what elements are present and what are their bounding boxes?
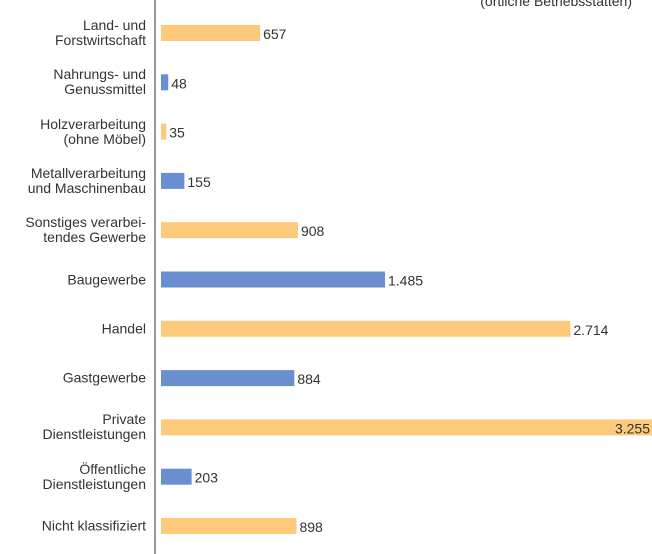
value-label: 657 bbox=[263, 26, 287, 42]
category-label: Gastgewerbe bbox=[62, 369, 146, 386]
bar bbox=[161, 419, 652, 436]
bar bbox=[161, 271, 386, 288]
subtitle: (örtliche Betriebsstätten) bbox=[480, 0, 632, 9]
bar bbox=[161, 74, 169, 91]
bar bbox=[161, 222, 298, 239]
bar bbox=[161, 123, 167, 140]
value-label: 908 bbox=[301, 223, 325, 239]
value-label: 3.255 bbox=[615, 420, 650, 436]
category-label: Holzverarbeitung (ohne Möbel) bbox=[40, 115, 146, 147]
bar bbox=[161, 518, 297, 534]
value-label: 48 bbox=[171, 75, 187, 91]
category-label: Nahrungs- und Genussmittel bbox=[53, 66, 146, 98]
category-label: Metallverarbeitung und Maschinenbau bbox=[27, 164, 146, 196]
bar bbox=[161, 172, 185, 189]
category-label: Nicht klassifiziert bbox=[41, 517, 146, 534]
value-label: 1.485 bbox=[388, 273, 423, 289]
bar bbox=[161, 370, 295, 387]
value-label: 203 bbox=[195, 470, 219, 486]
value-label: 898 bbox=[299, 519, 323, 535]
category-label: Private Dienstleistungen bbox=[42, 411, 146, 443]
bar bbox=[161, 468, 192, 485]
value-label: 884 bbox=[297, 371, 321, 387]
category-label: Baugewerbe bbox=[67, 271, 146, 287]
value-label: 155 bbox=[187, 174, 211, 190]
category-label: Handel bbox=[101, 320, 146, 337]
category-label: Öffentliche Dienstleistungen bbox=[42, 460, 146, 492]
category-label: Land- und Forstwirtschaft bbox=[54, 17, 146, 48]
value-label: 2.714 bbox=[573, 322, 608, 338]
value-label: 35 bbox=[169, 125, 185, 141]
bar bbox=[161, 320, 571, 337]
bar bbox=[161, 25, 261, 41]
category-label: Sonstiges verarbei- tendes Gewerbe bbox=[25, 214, 146, 246]
